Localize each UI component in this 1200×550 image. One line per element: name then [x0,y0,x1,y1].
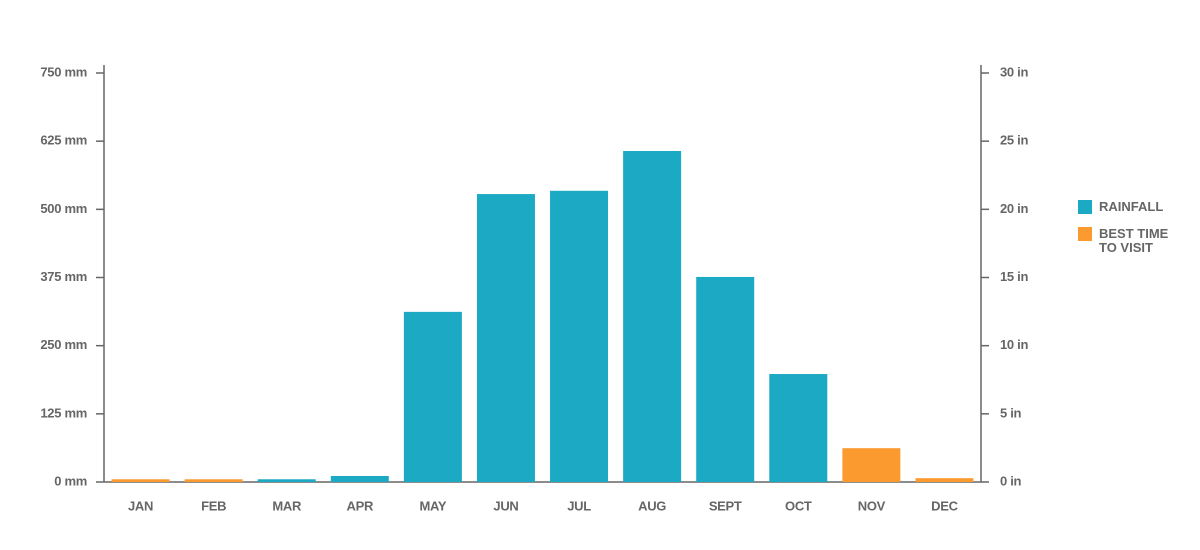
bar [623,150,682,482]
x-tick-label: JUL [567,498,591,513]
y2-tick-label: 5 in [1000,405,1022,420]
x-tick-label: APR [347,498,374,513]
bar [257,479,316,482]
x-tick-label: SEPT [709,498,742,513]
y2-tick-label: 25 in [1000,133,1028,148]
bar [403,311,462,482]
y-tick-label: 250 mm [40,337,87,352]
y2-tick-label: 10 in [1000,337,1028,352]
y2-tick-label: 15 in [1000,269,1028,284]
bar [476,194,535,482]
y2-tick-label: 20 in [1000,201,1028,216]
y-tick-label: 625 mm [40,133,87,148]
y2-tick-label: 30 in [1000,64,1028,79]
y-tick-label: 500 mm [40,201,87,216]
x-tick-label: NOV [858,498,886,513]
bar [696,276,755,482]
bar [184,479,243,482]
x-tick-label: OCT [785,498,812,513]
y-tick-label: 0 mm [54,473,87,488]
x-tick-label: MAR [272,498,302,513]
bar [550,190,609,483]
legend-label: BEST TIME TO VISIT [1099,226,1169,255]
y-tick-label: 125 mm [40,405,87,420]
legend-item: RAINFALL [1078,200,1188,214]
bar [330,476,389,482]
x-tick-label: DEC [931,498,958,513]
y2-tick-label: 0 in [1000,473,1022,488]
bar [769,374,828,482]
legend-item: BEST TIME TO VISIT [1078,227,1188,255]
bar [111,479,170,482]
x-tick-label: JUN [493,498,518,513]
y-tick-label: 375 mm [40,269,87,284]
bar [915,478,974,482]
legend-label: RAINFALL [1099,199,1164,214]
x-tick-label: JAN [128,498,153,513]
legend: RAINFALL BEST TIME TO VISIT [1078,200,1188,268]
y-tick-label: 750 mm [40,64,87,79]
legend-swatch [1078,200,1092,214]
x-tick-label: FEB [201,498,226,513]
x-tick-label: AUG [638,498,666,513]
bar [842,448,901,482]
x-tick-label: MAY [419,498,446,513]
legend-swatch [1078,227,1092,241]
